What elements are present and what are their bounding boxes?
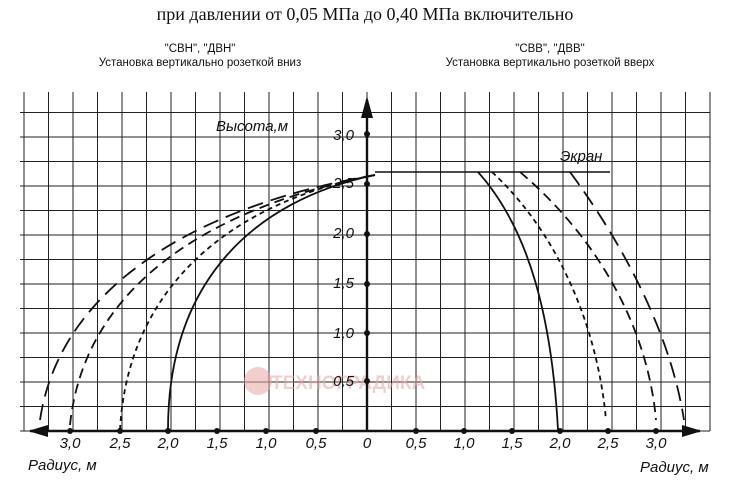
x-tick-dot bbox=[557, 428, 563, 434]
x-axis-arrow-left bbox=[28, 425, 48, 437]
y-tick-dot bbox=[364, 330, 370, 336]
x-tick-dot bbox=[605, 428, 611, 434]
x-tick-labels-right: 0,5 1,0 1,5 2,0 2,5 3,0 bbox=[406, 435, 668, 452]
axis-tick-dots bbox=[67, 131, 659, 434]
y-tick-label: 2,0 bbox=[332, 225, 355, 242]
left-panel-models: "СВН", "ДВН" bbox=[164, 43, 236, 55]
y-tick-dot bbox=[364, 231, 370, 237]
x-tick-label: 0,5 bbox=[306, 435, 328, 452]
x-tick-label: 0,5 bbox=[406, 435, 428, 452]
right-panel-models: "СВВ", "ДВВ" bbox=[515, 43, 585, 55]
x-tick-label: 3,0 bbox=[646, 435, 668, 452]
right-panel-description: Установка вертикально розеткой вверх bbox=[445, 57, 655, 69]
x-tick-dot bbox=[509, 428, 515, 434]
y-tick-labels: 0,5 1,0 1,5 2,0 2,5 3,0 bbox=[332, 127, 355, 390]
y-tick-dot bbox=[364, 181, 370, 187]
x-tick-label: 1,0 bbox=[454, 435, 476, 452]
x-tick-label: 1,0 bbox=[256, 435, 278, 452]
left-panel-description: Установка вертикально розеткой вниз bbox=[98, 57, 302, 69]
x-tick-dot bbox=[461, 428, 467, 434]
curve-left-dash-medium bbox=[69, 174, 376, 426]
curve-left-dash-long bbox=[39, 174, 376, 421]
x-tick-dot bbox=[67, 428, 73, 434]
x-tick-label: 1,5 bbox=[502, 435, 524, 452]
screen-label: Экран bbox=[560, 148, 602, 165]
y-axis-arrow bbox=[361, 96, 373, 118]
x-tick-label: 0 bbox=[363, 435, 372, 452]
x-tick-label: 2,5 bbox=[597, 435, 620, 452]
y-tick-label: 2,5 bbox=[332, 175, 355, 192]
watermark: ТЕХНОГРАДИКА bbox=[244, 367, 425, 395]
x-tick-label: 3,0 bbox=[60, 435, 82, 452]
y-tick-label: 1,5 bbox=[333, 275, 355, 292]
curve-left-solid bbox=[167, 174, 376, 431]
radius-label-right: Радиус, м bbox=[640, 459, 709, 476]
height-axis-label: Высота,м bbox=[216, 118, 288, 135]
x-tick-dot bbox=[117, 428, 123, 434]
x-axis-arrow-right bbox=[682, 425, 702, 437]
curve-right-dash-long bbox=[569, 171, 685, 421]
x-tick-dot bbox=[413, 428, 419, 434]
curve-right-dash-medium bbox=[519, 171, 657, 421]
x-tick-label: 2,0 bbox=[549, 435, 572, 452]
x-tick-label: 1,5 bbox=[207, 435, 229, 452]
y-tick-dot bbox=[364, 131, 370, 137]
left-panel-caption: "СВН", "ДВН" Установка вертикально розет… bbox=[50, 42, 350, 70]
x-tick-dot bbox=[313, 428, 319, 434]
diagram-title: при давлении от 0,05 МПа до 0,40 МПа вкл… bbox=[156, 4, 574, 24]
x-tick-label: 2,0 bbox=[157, 435, 180, 452]
right-curves bbox=[477, 171, 685, 431]
y-tick-dot bbox=[364, 378, 370, 384]
x-tick-dot bbox=[214, 428, 220, 434]
y-tick-label: 1,0 bbox=[333, 325, 355, 342]
x-tick-dot bbox=[165, 428, 171, 434]
x-tick-dot bbox=[263, 428, 269, 434]
y-tick-dot bbox=[364, 281, 370, 287]
left-curves bbox=[39, 174, 376, 431]
watermark-text: ТЕХНОГРАДИКА bbox=[271, 373, 425, 394]
x-tick-labels-left: 3,0 2,5 2,0 1,5 1,0 0,5 0 bbox=[60, 435, 372, 452]
x-tick-dot bbox=[653, 428, 659, 434]
y-tick-label: 0,5 bbox=[333, 373, 355, 390]
y-tick-label: 3,0 bbox=[333, 127, 355, 144]
right-panel-caption: "СВВ", "ДВВ" Установка вертикально розет… bbox=[400, 42, 700, 70]
curve-right-solid bbox=[477, 171, 559, 431]
radius-label-left: Радиус, м bbox=[28, 457, 97, 474]
curve-right-dash-short bbox=[491, 171, 607, 421]
x-tick-label: 2,5 bbox=[109, 435, 132, 452]
